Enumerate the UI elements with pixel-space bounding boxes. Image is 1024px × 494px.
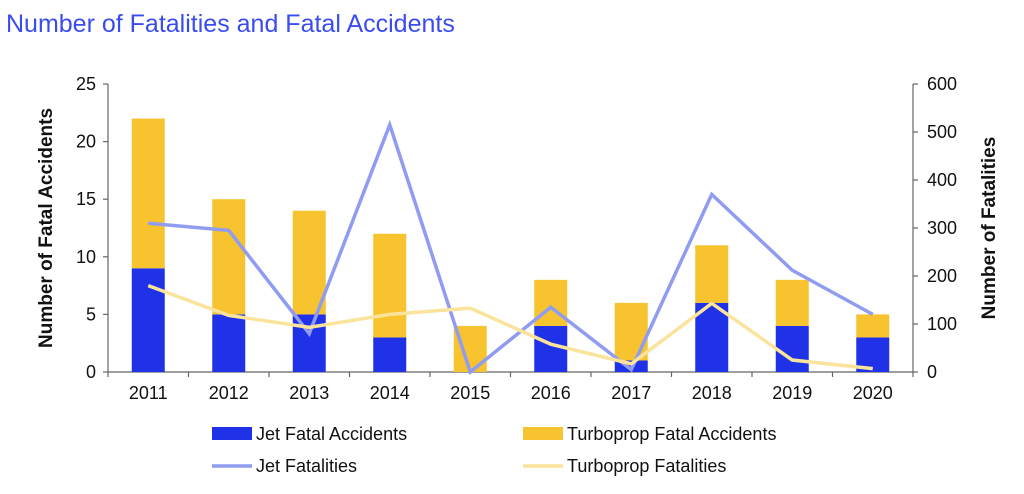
y2-tick-label: 500 — [927, 122, 957, 142]
bar-turboprop-fatal-accidents — [614, 302, 648, 361]
bar-turboprop-fatal-accidents — [212, 199, 246, 315]
y-tick-label: 15 — [76, 189, 96, 209]
y2-tick-label: 100 — [927, 314, 957, 334]
legend-label-turboprop-fatal-accidents: Turboprop Fatal Accidents — [567, 424, 776, 444]
line-jet-fatalities — [148, 119, 874, 375]
bar-turboprop-fatal-accidents — [373, 233, 407, 338]
y2-tick-label: 200 — [927, 266, 957, 286]
x-tick-label: 2013 — [289, 383, 329, 403]
legend-swatch-jet-fatal-accidents — [212, 427, 252, 440]
x-tick-label: 2017 — [611, 383, 651, 403]
bar-turboprop-fatal-accidents — [856, 314, 890, 338]
y2-tick-label: 300 — [927, 218, 957, 238]
x-tick-label: 2014 — [370, 383, 410, 403]
y-tick-label: 0 — [86, 362, 96, 382]
legend-swatch-turboprop-fatal-accidents — [523, 427, 563, 440]
x-tick-label: 2020 — [853, 383, 893, 403]
bar-jet-fatal-accidents — [695, 302, 729, 372]
x-tick-label: 2012 — [209, 383, 249, 403]
bar-jet-fatal-accidents — [775, 325, 809, 372]
bar-jet-fatal-accidents — [131, 268, 165, 372]
x-tick-label: 2016 — [531, 383, 571, 403]
y2-axis-title: Number of Fatalities — [979, 137, 1000, 320]
y2-tick-label: 400 — [927, 170, 957, 190]
bar-turboprop-fatal-accidents — [534, 279, 568, 326]
x-tick-label: 2011 — [129, 383, 168, 403]
x-tick-label: 2015 — [450, 383, 490, 403]
bar-turboprop-fatal-accidents — [775, 279, 809, 326]
bar-turboprop-fatal-accidents — [292, 210, 326, 315]
y-tick-label: 25 — [76, 74, 96, 94]
line-turboprop-fatalities — [147, 283, 873, 371]
x-tick-label: 2018 — [692, 383, 732, 403]
legend-label-turboprop-fatalities: Turboprop Fatalities — [567, 456, 726, 476]
y-tick-label: 10 — [76, 247, 96, 267]
x-tick-label: 2019 — [772, 383, 812, 403]
legend-label-jet-fatal-accidents: Jet Fatal Accidents — [256, 424, 407, 444]
bar-jet-fatal-accidents — [212, 314, 246, 372]
y-tick-label: 5 — [86, 304, 96, 324]
y2-tick-label: 0 — [927, 362, 937, 382]
y-axis-title: Number of Fatal Accidents — [36, 108, 57, 348]
bar-jet-fatal-accidents — [534, 325, 568, 372]
bar-turboprop-fatal-accidents — [131, 118, 165, 269]
bar-jet-fatal-accidents — [292, 314, 326, 372]
bar-jet-fatal-accidents — [373, 337, 407, 372]
y-tick-label: 20 — [76, 132, 96, 152]
y2-tick-label: 600 — [927, 74, 957, 94]
bar-turboprop-fatal-accidents — [695, 245, 729, 303]
chart-title: Number of Fatalities and Fatal Accidents — [6, 10, 455, 38]
legend-label-jet-fatalities: Jet Fatalities — [256, 456, 357, 476]
